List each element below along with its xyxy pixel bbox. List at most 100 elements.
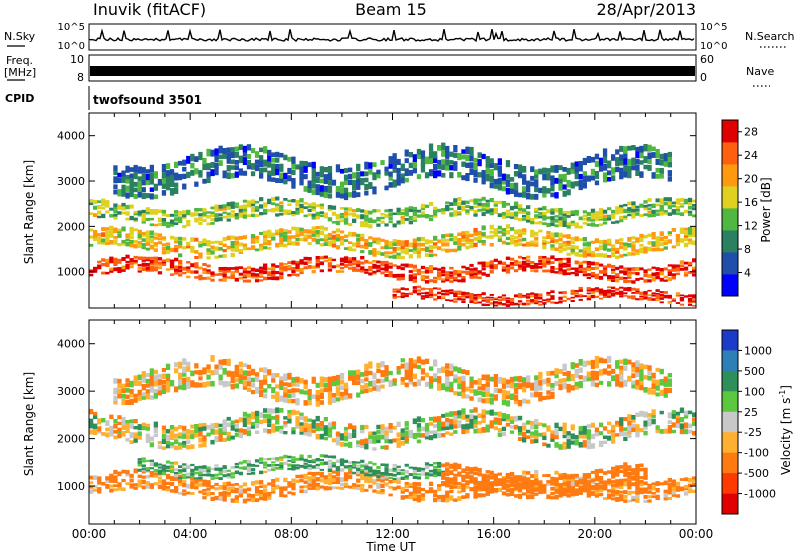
heatmap-cell: [667, 269, 672, 272]
heatmap-cell: [250, 213, 256, 218]
heatmap-cell: [428, 366, 434, 371]
heatmap-cell: [526, 299, 531, 302]
heatmap-cell: [161, 464, 167, 468]
heatmap-cell: [465, 394, 470, 399]
heatmap-cell: [101, 432, 106, 436]
heatmap-cell: [416, 272, 422, 276]
heatmap-cell: [655, 289, 660, 292]
heatmap-cell: [356, 178, 361, 185]
heatmap-cell: [546, 172, 551, 181]
heatmap-cell: [283, 243, 288, 248]
heatmap-cell: [214, 495, 219, 501]
heatmap-cell: [534, 430, 539, 436]
heatmap-cell: [384, 274, 389, 277]
heatmap-cell: [449, 418, 454, 425]
heatmap-cell: [481, 412, 486, 418]
heatmap-cell: [194, 256, 199, 259]
heatmap-cell: [594, 355, 600, 363]
heatmap-cell: [186, 484, 191, 489]
heatmap-cell: [263, 276, 268, 281]
heatmap-cell: [489, 211, 494, 216]
heatmap-cell: [384, 463, 389, 467]
heatmap-cell: [611, 275, 616, 279]
heatmap-cell: [671, 422, 676, 428]
heatmap-cell: [598, 290, 604, 293]
heatmap-cell: [384, 445, 389, 450]
heatmap-cell: [586, 261, 591, 265]
heatmap-cell: [485, 474, 490, 478]
heatmap-cell: [683, 242, 689, 248]
heatmap-cell: [206, 480, 211, 484]
heatmap-cell: [218, 272, 223, 276]
heatmap-cell: [550, 301, 555, 304]
heatmap-cell: [643, 279, 648, 283]
heatmap-cell: [254, 214, 260, 217]
heatmap-cell: [335, 439, 341, 446]
heatmap-cell: [477, 386, 482, 391]
heatmap-cell: [137, 213, 142, 217]
heatmap-cell: [259, 167, 264, 174]
heatmap-cell: [497, 417, 502, 422]
heatmap-cell: [586, 223, 591, 227]
heatmap-cell: [291, 241, 296, 246]
heatmap-cell: [501, 266, 507, 269]
heatmap-cell: [388, 156, 393, 165]
heatmap-cell: [194, 471, 199, 475]
heatmap-cell: [202, 479, 207, 485]
heatmap-cell: [546, 257, 551, 261]
heatmap-cell: [437, 287, 442, 291]
heatmap-cell: [327, 171, 333, 180]
heatmap-cell: [562, 211, 567, 214]
heatmap-cell: [226, 147, 231, 153]
heatmap-cell: [194, 237, 199, 242]
heatmap-cell: [380, 479, 385, 483]
heatmap-cell: [534, 470, 539, 474]
heatmap-cell: [396, 167, 401, 174]
heatmap-cell: [412, 275, 417, 280]
heatmap-cell: [315, 415, 320, 422]
heatmap-cell: [473, 296, 478, 300]
heatmap-cell: [137, 374, 142, 381]
heatmap-cell: [683, 491, 689, 496]
heatmap-cell: [157, 237, 163, 241]
heatmap-cell: [408, 432, 413, 439]
heatmap-cell: [117, 172, 122, 178]
heatmap-cell: [210, 492, 215, 495]
heatmap-cell: [513, 164, 519, 170]
heatmap-cell: [169, 467, 175, 470]
heatmap-cell: [534, 473, 539, 478]
heatmap-cell: [505, 264, 511, 268]
heatmap-cell: [323, 227, 328, 231]
heatmap-cell: [522, 208, 527, 212]
heatmap-cell: [611, 167, 616, 175]
heatmap-cell: [210, 241, 215, 244]
heatmap-cell: [234, 244, 239, 248]
heatmap-cell: [157, 476, 163, 480]
heatmap-cell: [687, 303, 693, 306]
heatmap-cell: [182, 366, 187, 374]
heatmap-cell: [299, 267, 304, 272]
heatmap-cell: [149, 379, 154, 387]
heatmap-cell: [558, 174, 563, 179]
heatmap-cell: [400, 276, 405, 281]
heatmap-cell: [607, 216, 612, 221]
heatmap-cell: [153, 242, 158, 246]
heatmap-cell: [473, 270, 478, 274]
heatmap-cell: [133, 437, 138, 443]
power-colorbar-label: Power [dB]: [759, 177, 773, 242]
heatmap-cell: [275, 151, 280, 157]
heatmap-cell: [315, 425, 320, 432]
heatmap-cell: [360, 171, 365, 177]
heatmap-cell: [509, 234, 515, 238]
heatmap-cell: [291, 377, 296, 383]
heatmap-cell: [364, 171, 369, 177]
heatmap-cell: [517, 233, 523, 238]
heatmap-cell: [141, 384, 146, 391]
heatmap-cell: [501, 261, 507, 266]
heatmap-cell: [481, 409, 486, 415]
heatmap-cell: [457, 197, 462, 201]
heatmap-cell: [125, 233, 130, 237]
heatmap-cell: [161, 176, 167, 184]
heatmap-cell: [481, 232, 486, 237]
heatmap-cell: [667, 176, 672, 182]
